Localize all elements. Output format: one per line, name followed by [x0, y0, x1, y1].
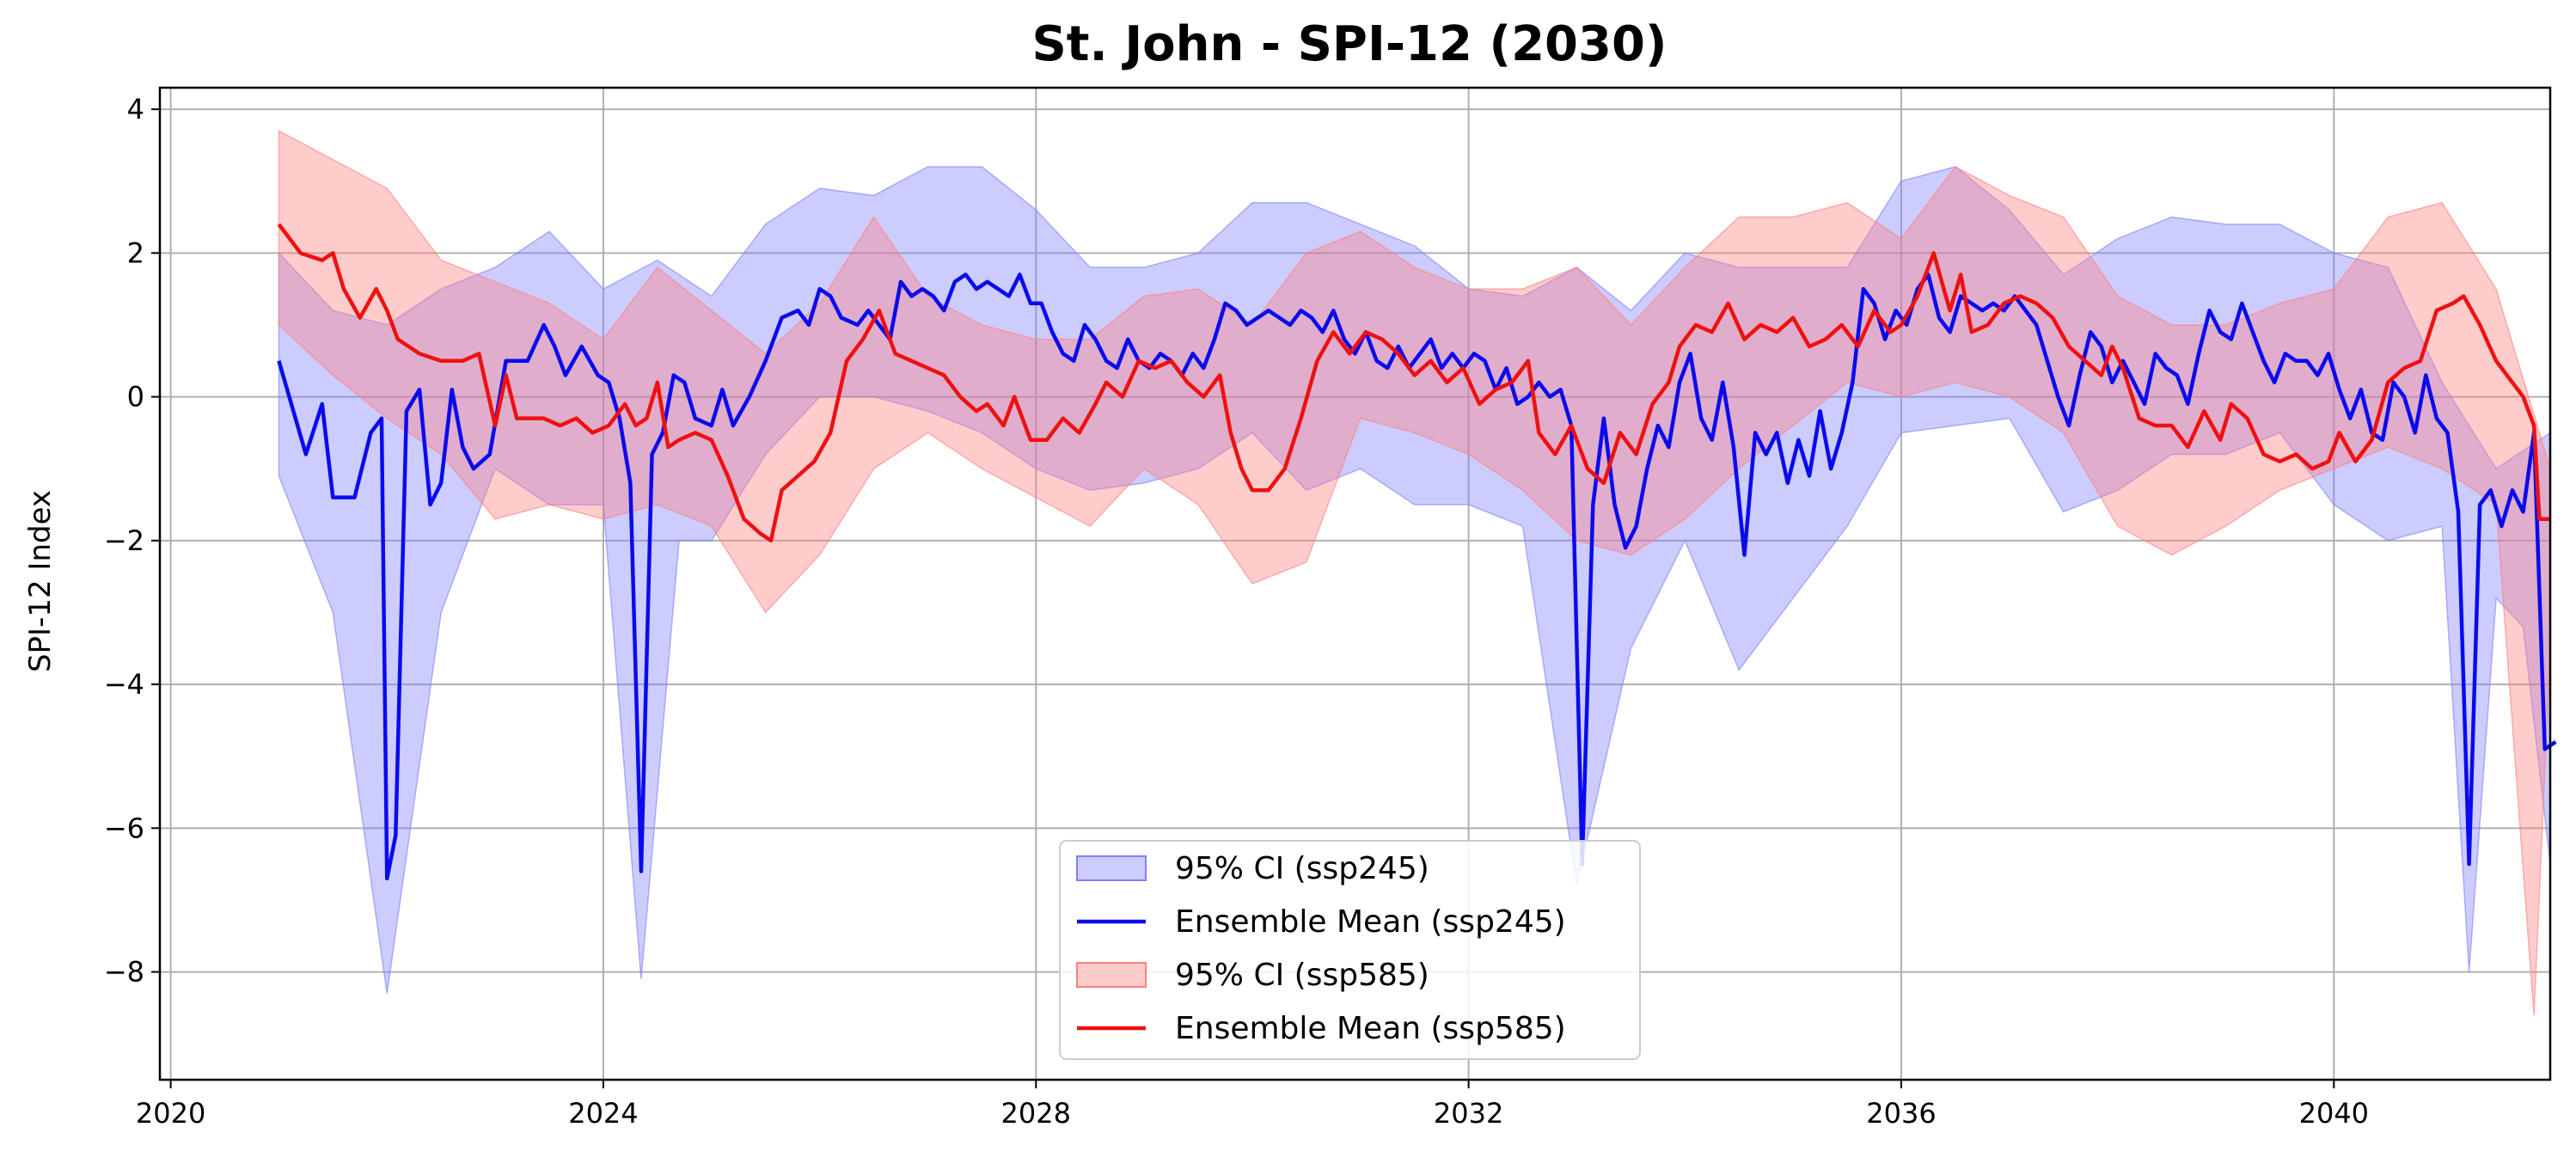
y-axis-label: SPI-12 Index [23, 490, 58, 672]
ensemble-lines [277, 223, 2557, 881]
y-tick-label: −2 [104, 524, 144, 557]
legend-swatch [1076, 962, 1147, 988]
ci-band-ssp245 [278, 166, 2551, 994]
x-tick-label: 2024 [568, 1097, 638, 1130]
confidence-bands [278, 129, 2551, 1015]
legend-box [1059, 840, 1641, 1060]
y-tick-label: −8 [104, 956, 144, 989]
mean-line-ssp585 [277, 223, 2550, 543]
legend: 95% CI (ssp245) Ensemble Mean (ssp245) 95%… [1059, 840, 1641, 1060]
ci-band-ssp585 [278, 129, 2551, 1015]
legend-label: 95% CI (ssp585) [1175, 958, 1429, 993]
axis-ticks: 2020 2024 2028 2032 2036 2040 −8 −6 −4 −2 0 2 4 [104, 93, 2369, 1130]
legend-swatch [1076, 855, 1147, 881]
x-tick-label: 2020 [136, 1097, 205, 1130]
y-tick-label: 4 [127, 93, 144, 126]
plot-area-frame [158, 86, 2552, 1081]
x-tick-label: 2028 [1001, 1097, 1071, 1130]
x-tick-label: 2036 [1866, 1097, 1936, 1130]
y-tick-label: 0 [127, 381, 144, 414]
mean-line-ssp245 [277, 273, 2557, 881]
chart-title: St. John - SPI-12 (2030) [1031, 16, 1667, 72]
legend-label: 95% CI (ssp245) [1175, 851, 1429, 886]
y-tick-label: −6 [104, 812, 144, 844]
legend-label: Ensemble Mean (ssp585) [1175, 1011, 1566, 1046]
legend-label: Ensemble Mean (ssp245) [1175, 904, 1566, 940]
x-tick-label: 2040 [2299, 1097, 2369, 1130]
x-tick-label: 2032 [1434, 1097, 1503, 1130]
y-tick-label: −4 [104, 668, 144, 701]
y-tick-label: 2 [127, 236, 144, 269]
